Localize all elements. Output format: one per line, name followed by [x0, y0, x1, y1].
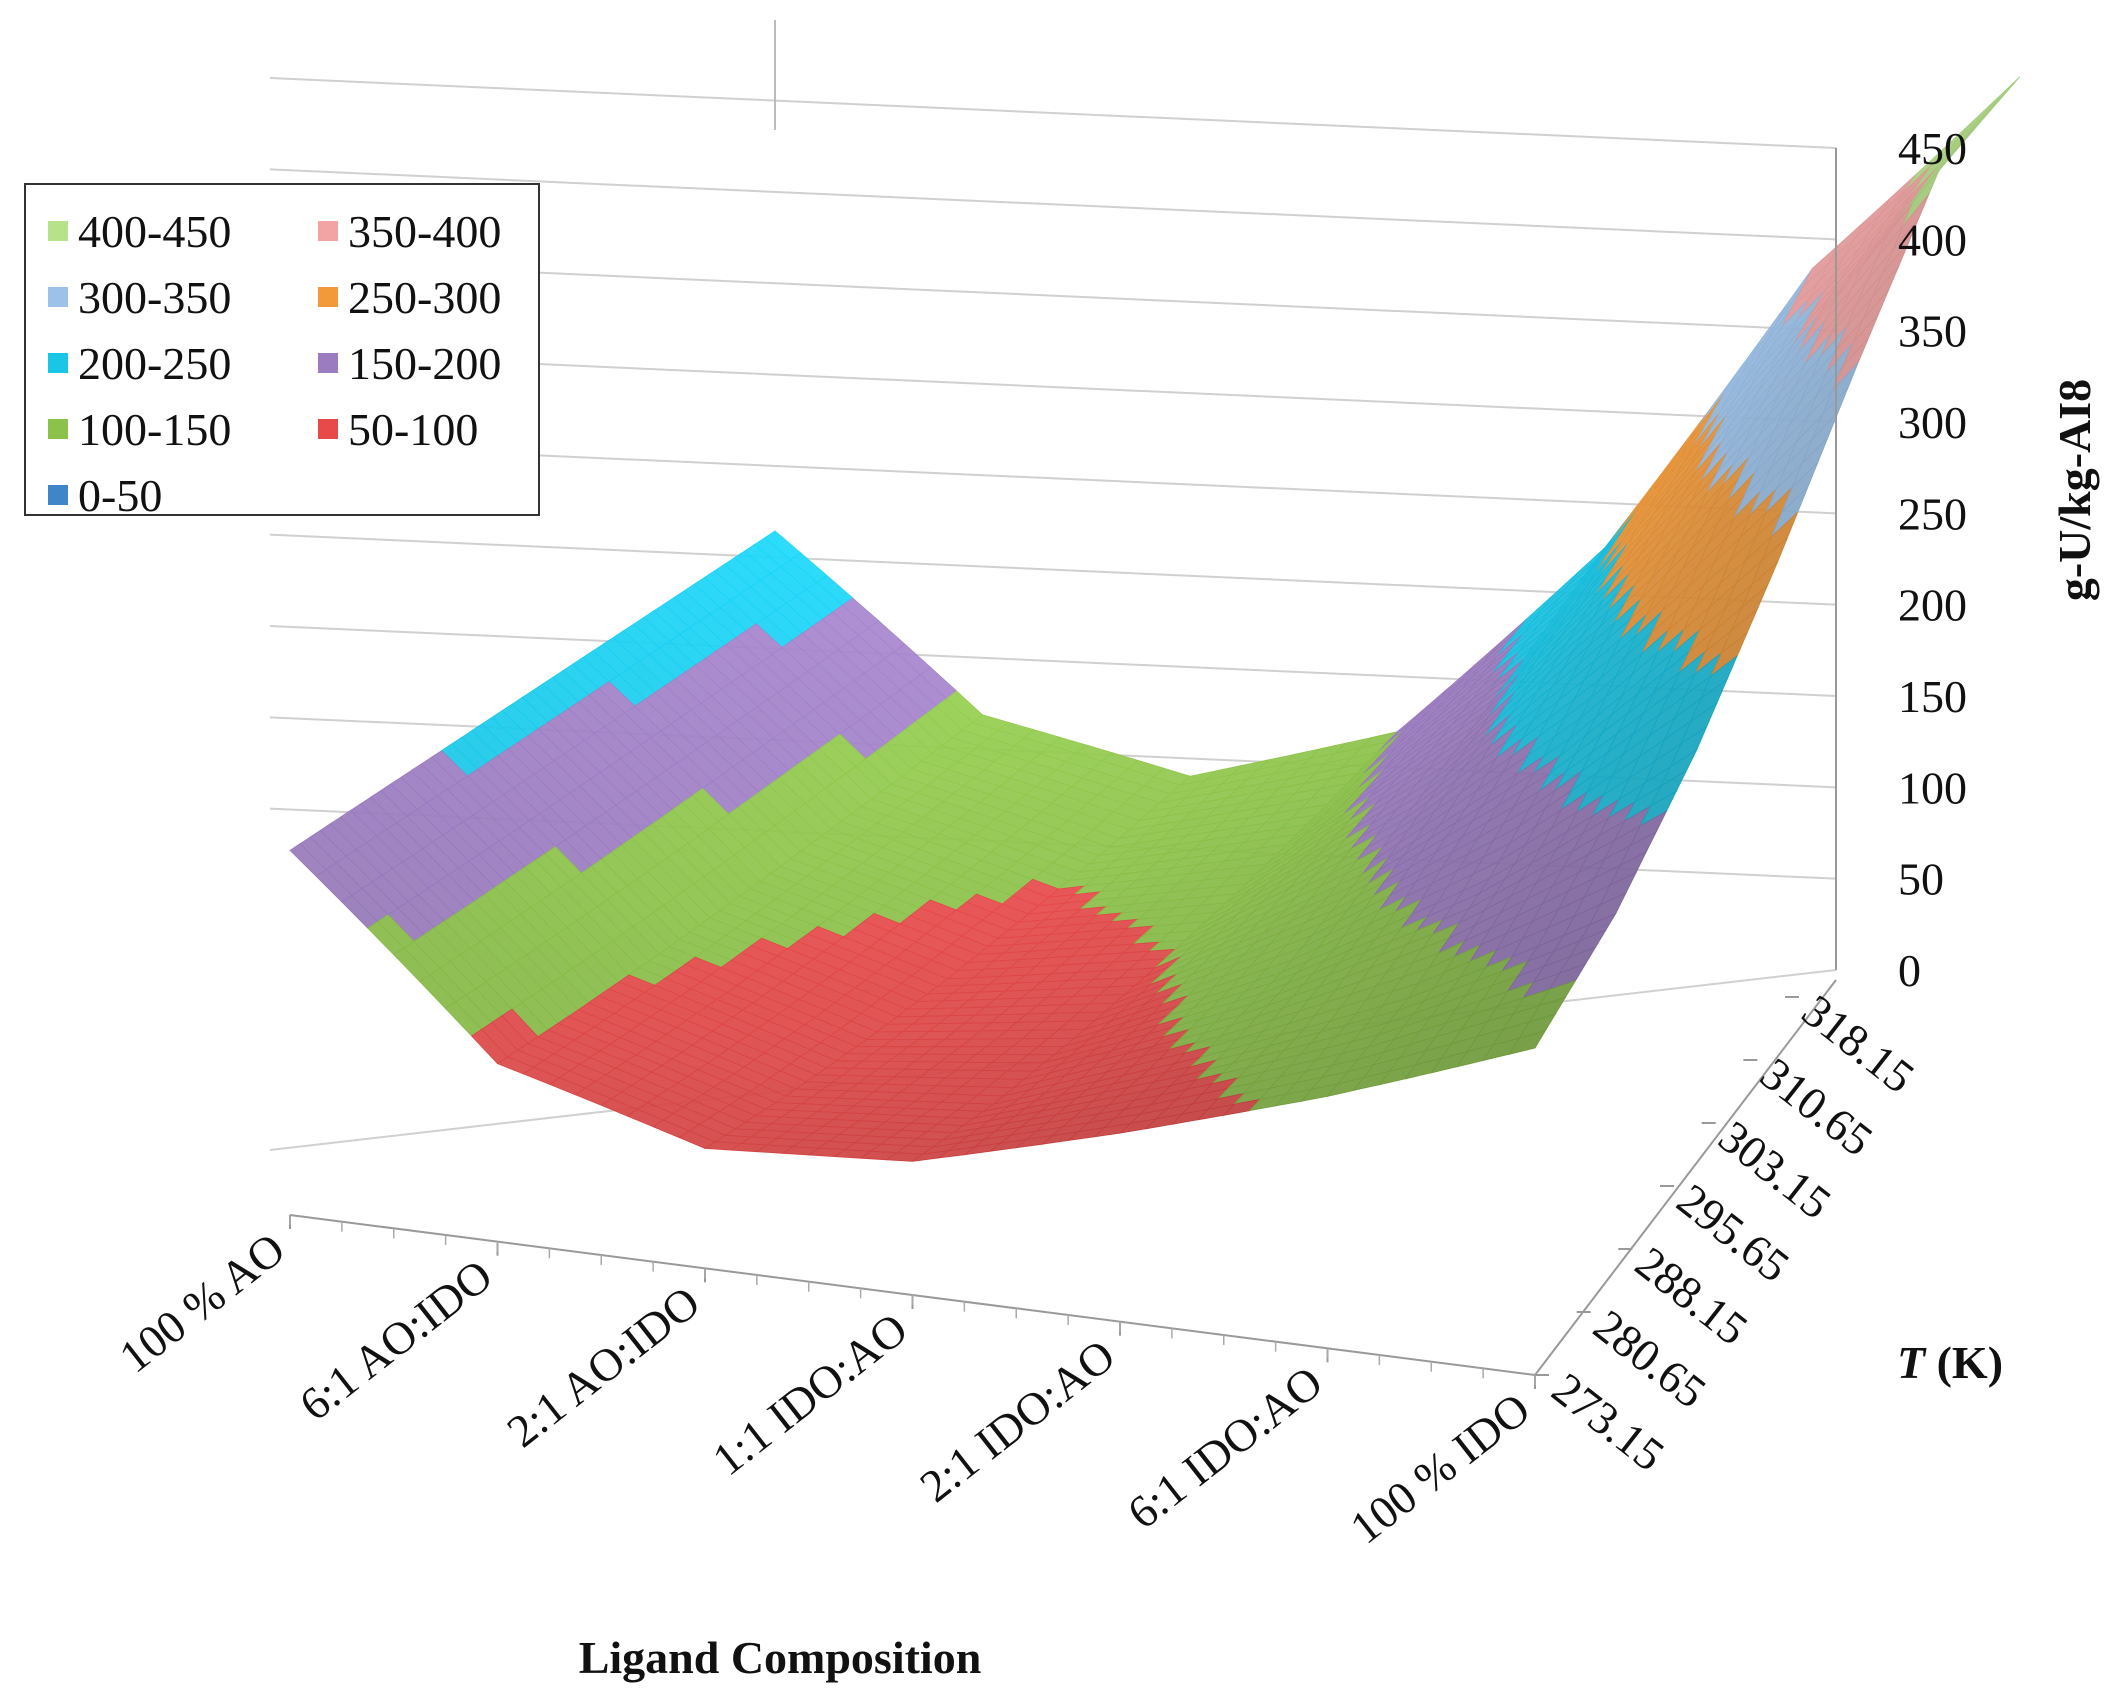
gridline: [269, 77, 1837, 149]
legend-label: 200-250: [78, 337, 232, 389]
legend-label: 400-450: [78, 205, 232, 257]
t-axis-line: [1534, 979, 1837, 1376]
y-tick-label: 350: [1898, 306, 1967, 357]
legend-item: 400-450: [48, 203, 318, 259]
surface-patch: [1508, 1030, 1546, 1055]
legend-item: 150-200: [318, 335, 538, 391]
legend-item: 100-150: [48, 401, 318, 457]
x-tick-label: 1:1 IDO:AO: [703, 1303, 917, 1486]
legend: 400-450 350-400 300-350 250-300 200-250 150-2…: [24, 183, 540, 521]
x-tick-label: 100 % IDO: [1341, 1383, 1540, 1554]
y-tick-label: 450: [1898, 123, 1967, 174]
y-tick-label: 400: [1898, 214, 1967, 265]
legend-label: 150-200: [348, 337, 502, 389]
t-axis-label: T (K): [1897, 1337, 2003, 1388]
legend-label: 300-350: [78, 271, 232, 323]
surface-plot: [289, 76, 2021, 1162]
legend-item: 300-350: [48, 269, 318, 325]
legend-swatch: [48, 419, 68, 439]
legend-swatch: [318, 419, 338, 439]
y-tick-label: 250: [1898, 488, 1967, 539]
y-tick-label: 0: [1898, 945, 1921, 996]
y-tick-label: 200: [1898, 580, 1967, 631]
legend-label: 100-150: [78, 403, 232, 455]
x-tick-label: 2:1 AO:IDO: [498, 1276, 710, 1457]
t-axis-label-italic: T: [1897, 1337, 1927, 1388]
x-tick-label: 6:1 IDO:AO: [1118, 1356, 1332, 1539]
legend-swatch: [318, 353, 338, 373]
legend-swatch: [48, 485, 68, 505]
y-tick-label: 50: [1898, 854, 1944, 905]
legend-item: 200-250: [48, 335, 318, 391]
legend-item: 50-100: [318, 401, 538, 457]
legend-item: 250-300: [318, 269, 538, 325]
x-tick-label: 100 % AO: [110, 1223, 294, 1383]
legend-swatch: [318, 221, 338, 241]
legend-label: 350-400: [348, 205, 502, 257]
gridline: [269, 168, 1837, 241]
legend-swatch: [318, 287, 338, 307]
legend-swatch: [48, 221, 68, 241]
y-tick-label: 300: [1898, 397, 1967, 448]
y-axis-label: g-U/kg-AI8: [2049, 379, 2100, 601]
y-tick-label: 100: [1898, 762, 1967, 813]
x-tick-label: 6:1 AO:IDO: [290, 1249, 502, 1430]
legend-item: 350-400: [318, 203, 538, 259]
legend-swatch: [48, 353, 68, 373]
y-tick-label: 150: [1898, 671, 1967, 722]
legend-label: 250-300: [348, 271, 502, 323]
x-tick-label: 2:1 IDO:AO: [911, 1329, 1125, 1512]
legend-label: 0-50: [78, 469, 163, 521]
legend-swatch: [48, 287, 68, 307]
x-axis-label: Ligand Composition: [579, 1632, 982, 1683]
t-axis-label-unit: (K): [1925, 1337, 2003, 1388]
legend-item: 0-50: [48, 467, 318, 523]
legend-label: 50-100: [348, 403, 479, 455]
